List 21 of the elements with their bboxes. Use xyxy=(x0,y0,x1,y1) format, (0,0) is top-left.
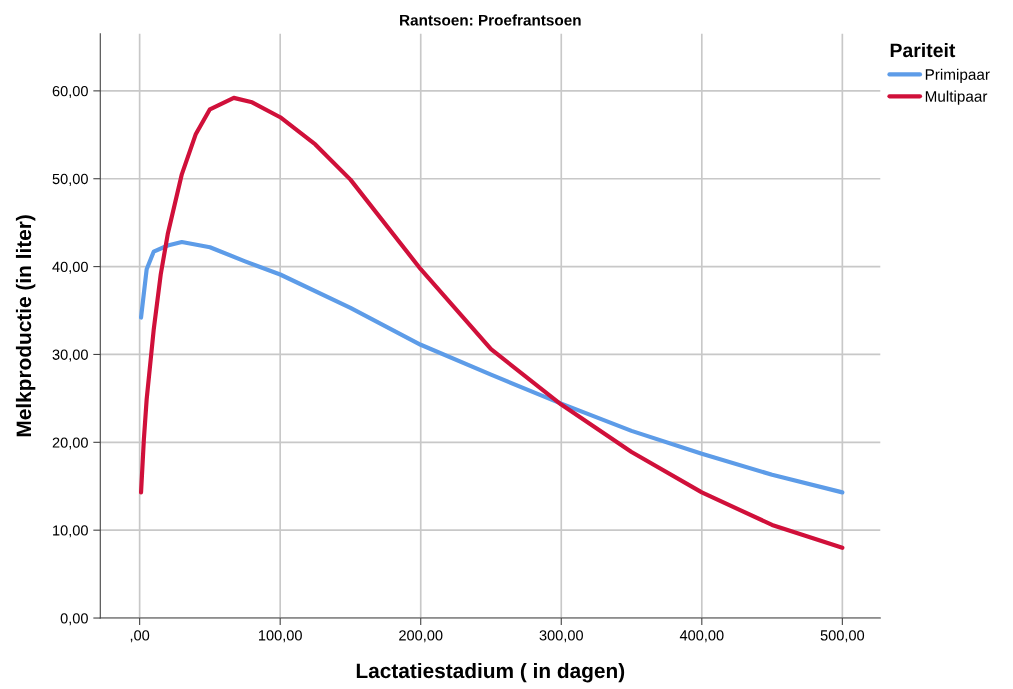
y-tick-label: 60,00 xyxy=(52,85,88,99)
chart-title: Rantsoen: Proefrantsoen xyxy=(400,14,581,26)
y-tick-label: 10,00 xyxy=(53,525,88,538)
line-series xyxy=(138,95,845,550)
x-tick-label: ,00 xyxy=(130,630,150,643)
x-tick-label: 100,00 xyxy=(258,630,302,643)
y-tick-label: 40,00 xyxy=(52,261,88,274)
x-tick-label: 300,00 xyxy=(539,630,583,643)
y-tick-label: 30,00 xyxy=(52,349,88,362)
y-tick-label: 20,00 xyxy=(52,437,88,450)
y-axis-title: Melkproductie (in liter) xyxy=(15,215,36,437)
x-tick-label: 500,00 xyxy=(820,630,865,643)
legend-title: Pariteit xyxy=(890,42,956,58)
y-tick-label: 0,00 xyxy=(60,613,88,626)
x-axis-title: Lactatiestadium ( in dagen) xyxy=(356,662,625,683)
legend-label: Multipaar xyxy=(925,90,988,105)
x-tick-label: 400,00 xyxy=(679,630,724,643)
y-tick-label: 50,00 xyxy=(52,173,88,186)
x-tick-label: 200,00 xyxy=(399,630,443,643)
line-series xyxy=(138,239,845,495)
legend-label: Primipaar xyxy=(925,68,990,83)
